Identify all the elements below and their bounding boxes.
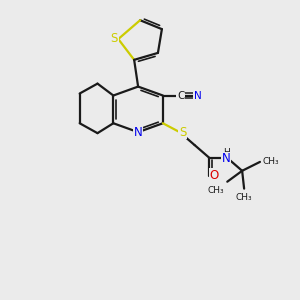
Text: C: C — [177, 91, 184, 100]
Text: CH₃: CH₃ — [263, 158, 280, 166]
Text: CH₃: CH₃ — [236, 193, 252, 202]
Text: H: H — [223, 148, 230, 158]
Text: N: N — [194, 91, 201, 100]
Text: S: S — [111, 32, 118, 44]
Text: O: O — [210, 169, 219, 182]
Text: N: N — [222, 152, 231, 165]
Text: S: S — [179, 126, 186, 139]
Text: N: N — [134, 126, 142, 139]
Text: CH₃: CH₃ — [208, 186, 224, 195]
